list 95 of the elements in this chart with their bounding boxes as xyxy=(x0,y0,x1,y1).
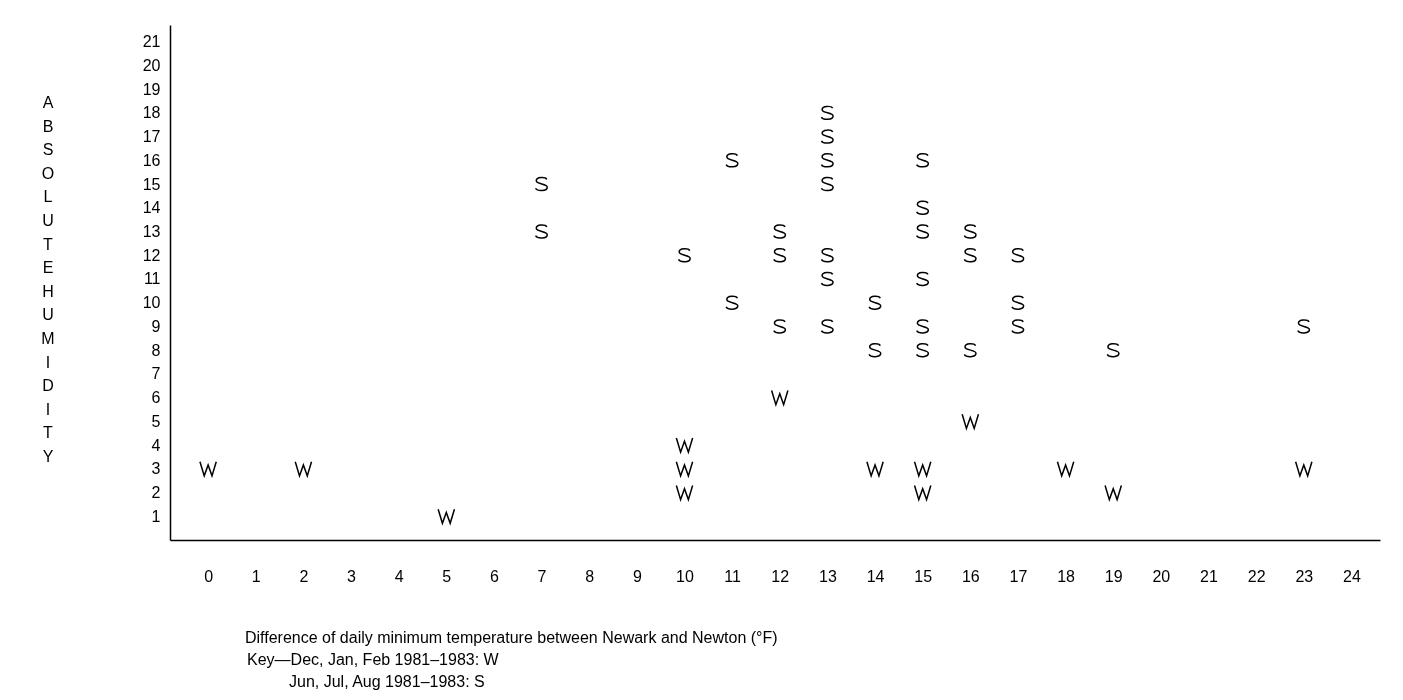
y-tick-label: 19 xyxy=(142,80,161,98)
point xyxy=(675,484,694,501)
y-tick-label: 14 xyxy=(142,199,161,217)
point xyxy=(437,508,456,525)
x-tick-label: 6 xyxy=(489,567,499,585)
y-tick-label: 9 xyxy=(151,317,161,335)
y-tick-label: 16 xyxy=(142,151,161,169)
point xyxy=(1056,460,1075,477)
x-tick-label: 14 xyxy=(866,567,885,585)
x-tick-label: 20 xyxy=(1152,567,1171,585)
x-tick-label: 3 xyxy=(347,567,357,585)
y-tick-label: 11 xyxy=(143,270,161,288)
x-tick-label: 17 xyxy=(1009,567,1028,585)
y-tick-label: 10 xyxy=(142,294,161,312)
point xyxy=(675,437,694,453)
x-tick-label: 7 xyxy=(537,567,547,585)
x-axis-title: Difference of daily minimum temperature between Newark and Newton (°F) xyxy=(245,629,778,646)
x-tick-label: 21 xyxy=(1200,567,1218,585)
y-tick-label: 8 xyxy=(151,341,161,359)
point xyxy=(820,105,834,121)
x-tick-label: 1 xyxy=(251,567,261,585)
y-tick-label: 13 xyxy=(142,222,161,240)
y-tick-label: 5 xyxy=(151,412,161,430)
point xyxy=(915,319,930,334)
point xyxy=(1011,319,1025,334)
point xyxy=(675,460,694,477)
y-tick-label: 20 xyxy=(142,56,161,74)
y-tick-label: 17 xyxy=(142,128,161,146)
x-tick-label: 18 xyxy=(1057,567,1076,585)
y-tick-label: 15 xyxy=(142,175,161,193)
point xyxy=(1011,295,1025,310)
point xyxy=(1106,342,1120,358)
point xyxy=(820,248,834,263)
point xyxy=(773,248,787,263)
point xyxy=(820,153,834,168)
point xyxy=(963,224,977,239)
y-tick-label: 6 xyxy=(151,389,161,407)
y-tick-label: 1 xyxy=(151,507,161,525)
point xyxy=(963,248,977,263)
point xyxy=(1104,484,1123,501)
point xyxy=(913,460,932,477)
x-tick-label: 22 xyxy=(1247,567,1266,585)
point xyxy=(773,224,787,239)
x-tick-label: 12 xyxy=(771,567,790,585)
point xyxy=(534,224,548,239)
point xyxy=(820,129,834,144)
point xyxy=(963,342,977,358)
point xyxy=(915,224,930,239)
point xyxy=(1011,248,1025,263)
point xyxy=(294,460,313,477)
text: Jun, Jul, Aug 1981–1983: S xyxy=(289,673,485,690)
x-tick-label: 24 xyxy=(1343,567,1361,585)
x-tick-label: 15 xyxy=(914,567,933,585)
point xyxy=(868,295,882,310)
y-tick-label: 12 xyxy=(142,246,161,264)
x-tick-label: 9 xyxy=(632,567,642,585)
x-tick-label: 11 xyxy=(724,567,742,585)
point xyxy=(866,460,884,477)
x-tick-label: 16 xyxy=(961,567,980,585)
point xyxy=(1297,319,1311,334)
y-tick-label: 7 xyxy=(151,365,161,383)
y-tick-label: 4 xyxy=(151,436,161,454)
y-tick-label: 2 xyxy=(151,484,161,502)
point xyxy=(915,200,930,215)
point xyxy=(725,295,739,310)
point xyxy=(773,319,787,334)
point xyxy=(677,248,691,263)
point xyxy=(820,319,834,334)
x-tick-label: 5 xyxy=(442,567,452,585)
x-tick-label: 2 xyxy=(299,567,309,585)
text: ABSOLUTE HUMIDITY xyxy=(41,94,55,465)
point xyxy=(868,342,882,358)
x-tick-label: 4 xyxy=(394,567,404,585)
point xyxy=(820,271,834,287)
text: Key—Dec, Jan, Feb 1981–1983: W xyxy=(247,651,500,668)
x-tick-label: 10 xyxy=(676,567,694,585)
x-tick-label: 23 xyxy=(1295,567,1314,585)
point xyxy=(199,460,217,477)
point xyxy=(915,153,930,168)
x-tick-label: 0 xyxy=(204,567,214,585)
point xyxy=(1294,460,1313,477)
y-tick-label: 3 xyxy=(151,460,161,478)
point xyxy=(770,389,789,406)
point xyxy=(725,153,739,168)
point xyxy=(820,176,834,192)
y-tick-label: 21 xyxy=(142,33,161,51)
point xyxy=(534,176,548,192)
x-tick-label: 13 xyxy=(819,567,837,585)
point xyxy=(915,342,930,358)
x-tick-label: 19 xyxy=(1104,567,1123,585)
point xyxy=(913,484,932,501)
x-tick-label: 8 xyxy=(585,567,595,585)
point xyxy=(915,271,930,287)
y-tick-label: 18 xyxy=(142,104,161,122)
point xyxy=(961,413,980,430)
